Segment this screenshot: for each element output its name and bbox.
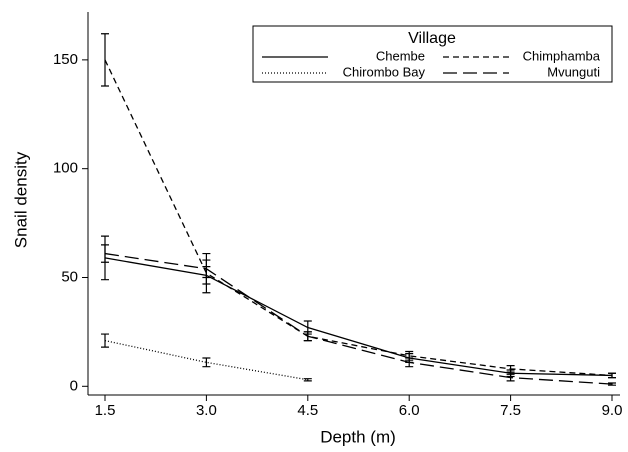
x-tick-label: 9.0: [602, 402, 623, 419]
error-bar: [101, 333, 109, 348]
legend-label: Chirombo Bay: [343, 64, 426, 79]
error-bar: [608, 382, 616, 386]
series-line: [104, 59, 613, 377]
x-tick-label: 4.5: [297, 402, 318, 419]
error-bar: [506, 373, 515, 382]
error-bar: [202, 259, 211, 279]
x-axis-label: Depth (m): [320, 427, 396, 446]
legend-label: Chimphamba: [523, 48, 601, 63]
x-tick-label: 3.0: [196, 402, 217, 419]
error-bar: [303, 331, 312, 342]
error-bar: [202, 357, 211, 368]
y-tick-label: 150: [53, 51, 78, 68]
error-bar: [405, 357, 414, 368]
legend-box: [252, 25, 613, 83]
x-tick-label: 7.5: [500, 402, 521, 419]
y-axis-label: Snail density: [11, 151, 30, 248]
error-bar: [101, 244, 109, 263]
y-tick-label: 0: [70, 377, 78, 394]
error-bar: [303, 378, 312, 382]
x-tick-label: 1.5: [95, 402, 116, 419]
series-line: [104, 257, 613, 377]
error-bar: [608, 372, 616, 379]
legend-label: Chembe: [376, 48, 425, 63]
y-tick-label: 50: [61, 268, 78, 285]
y-tick-label: 100: [53, 160, 78, 177]
error-bar: [506, 365, 515, 373]
legend-title: Village: [408, 30, 456, 47]
series-line: [104, 252, 613, 385]
error-bar: [101, 33, 109, 87]
legend-label: Mvunguti: [547, 64, 600, 79]
x-tick-label: 6.0: [399, 402, 420, 419]
